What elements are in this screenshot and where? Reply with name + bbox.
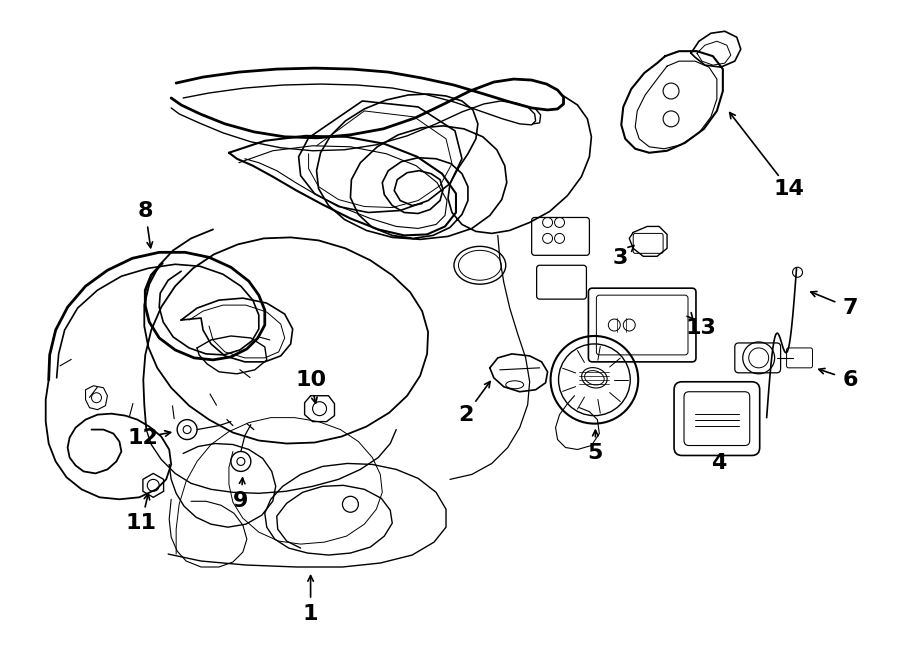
- Text: 14: 14: [773, 178, 804, 198]
- Text: 2: 2: [458, 405, 473, 424]
- Text: 12: 12: [128, 428, 158, 447]
- Text: 8: 8: [138, 200, 153, 221]
- Text: 10: 10: [295, 369, 326, 390]
- Text: 13: 13: [686, 318, 716, 338]
- Text: 1: 1: [302, 603, 319, 624]
- Text: 11: 11: [126, 513, 157, 533]
- Text: 3: 3: [613, 249, 628, 268]
- Text: 4: 4: [711, 453, 726, 473]
- Text: 7: 7: [842, 298, 858, 318]
- Text: 6: 6: [842, 369, 858, 390]
- Text: 5: 5: [588, 444, 603, 463]
- Text: 9: 9: [233, 491, 248, 511]
